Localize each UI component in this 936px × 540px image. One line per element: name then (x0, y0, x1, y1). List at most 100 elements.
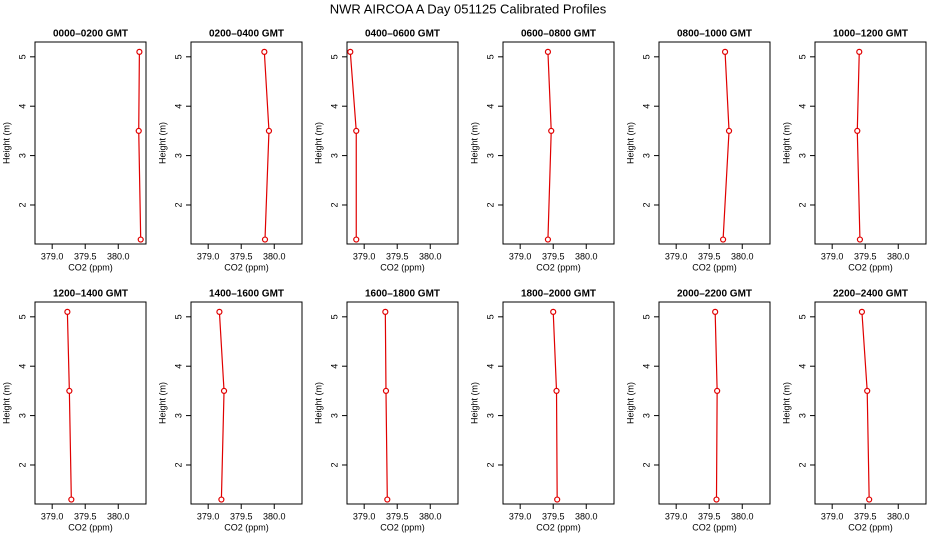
x-tick-label: 379.5 (230, 511, 253, 521)
x-tick-label: 379.5 (698, 251, 721, 261)
x-axis-label: CO2 (ppm) (224, 522, 269, 532)
x-axis-label: CO2 (ppm) (68, 262, 113, 272)
x-tick-label: 380.0 (263, 511, 286, 521)
data-point (353, 127, 360, 134)
x-tick-label: 379.5 (698, 511, 721, 521)
panel-title: 2200–2400 GMT (833, 289, 908, 300)
plot-frame (658, 41, 771, 245)
y-tick-label: 3 (797, 153, 807, 158)
y-tick-label: 2 (329, 462, 339, 467)
y-tick-label: 5 (797, 314, 807, 319)
y-tick-label: 3 (173, 413, 183, 418)
y-axis-label: Height (m) (157, 382, 167, 424)
panel-title: 0400–0600 GMT (365, 29, 440, 40)
data-point (725, 127, 733, 134)
data-point (544, 236, 552, 243)
y-axis-label: Height (m) (625, 122, 635, 164)
y-tick-label: 5 (17, 54, 27, 59)
data-point (544, 48, 552, 55)
y-tick-label: 2 (173, 202, 183, 207)
data-point (220, 387, 228, 394)
y-tick-label: 5 (797, 54, 807, 59)
panel-title: 1800–2000 GMT (521, 289, 596, 300)
plot-frame (502, 301, 615, 505)
x-tick-label: 379.5 (854, 511, 877, 521)
data-point (382, 308, 389, 315)
x-tick-label: 379.0 (197, 251, 220, 261)
x-tick-label: 379.5 (542, 511, 565, 521)
data-point (135, 127, 142, 134)
y-tick-label: 3 (17, 153, 27, 158)
y-tick-label: 5 (329, 314, 339, 319)
x-tick-label: 380.0 (419, 251, 442, 261)
data-point (713, 496, 720, 503)
y-axis-label: Height (m) (1, 122, 11, 164)
x-tick-label: 379.0 (665, 251, 688, 261)
y-tick-label: 5 (173, 314, 183, 319)
data-point (136, 48, 143, 55)
y-tick-label: 4 (485, 104, 495, 109)
data-point (550, 308, 557, 315)
data-point (858, 308, 866, 315)
y-tick-label: 3 (641, 153, 651, 158)
plot-frame (658, 301, 771, 505)
panel-title: 1200–1400 GMT (53, 289, 128, 300)
y-tick-label: 2 (17, 462, 27, 467)
x-tick-label: 380.0 (731, 251, 754, 261)
panel-title: 0000–0200 GMT (53, 29, 128, 40)
y-tick-label: 5 (17, 314, 27, 319)
data-point (218, 496, 225, 503)
x-tick-label: 379.0 (821, 511, 844, 521)
y-tick-label: 4 (17, 364, 27, 369)
panel-title: 0200–0400 GMT (209, 29, 284, 40)
data-point (864, 387, 871, 394)
x-tick-label: 380.0 (575, 511, 598, 521)
data-point (353, 236, 360, 243)
y-tick-label: 2 (329, 202, 339, 207)
plot-frame (190, 301, 303, 505)
x-axis-label: CO2 (ppm) (536, 522, 581, 532)
x-axis-label: CO2 (ppm) (380, 262, 425, 272)
y-axis-label: Height (m) (313, 382, 323, 424)
x-tick-label: 379.0 (509, 511, 532, 521)
y-axis-label: Height (m) (781, 122, 791, 164)
x-tick-label: 380.0 (263, 251, 286, 261)
panel-title: 1600–1800 GMT (365, 289, 440, 300)
x-axis-label: CO2 (ppm) (68, 522, 113, 532)
panel-title: 0600–0800 GMT (521, 29, 596, 40)
plot-frame (34, 301, 147, 505)
data-point (137, 236, 144, 243)
data-point (216, 308, 223, 315)
x-tick-label: 379.0 (353, 511, 376, 521)
data-point (382, 387, 390, 394)
y-tick-label: 4 (485, 364, 495, 369)
x-tick-label: 380.0 (575, 251, 598, 261)
y-tick-label: 2 (797, 202, 807, 207)
x-axis-label: CO2 (ppm) (536, 262, 581, 272)
x-axis-label: CO2 (ppm) (692, 262, 737, 272)
y-axis-label: Height (m) (625, 382, 635, 424)
y-tick-label: 5 (641, 54, 651, 59)
y-tick-label: 2 (641, 462, 651, 467)
y-tick-label: 5 (485, 314, 495, 319)
x-tick-label: 380.0 (887, 251, 910, 261)
data-point (554, 496, 561, 503)
x-axis-label: CO2 (ppm) (224, 262, 269, 272)
plot-frame (346, 301, 459, 505)
plot-frame (34, 41, 147, 245)
x-tick-label: 380.0 (419, 511, 442, 521)
x-tick-label: 379.5 (74, 511, 97, 521)
y-tick-label: 4 (173, 104, 183, 109)
data-point (548, 127, 555, 134)
plot-frame (814, 41, 927, 245)
y-tick-label: 2 (641, 202, 651, 207)
y-axis-label: Height (m) (781, 382, 791, 424)
x-tick-label: 379.5 (74, 251, 97, 261)
y-tick-label: 3 (641, 413, 651, 418)
x-tick-label: 379.0 (197, 511, 220, 521)
x-tick-label: 380.0 (731, 511, 754, 521)
data-point (866, 496, 873, 503)
y-axis-label: Height (m) (469, 122, 479, 164)
y-tick-label: 3 (485, 413, 495, 418)
data-point (261, 48, 268, 55)
